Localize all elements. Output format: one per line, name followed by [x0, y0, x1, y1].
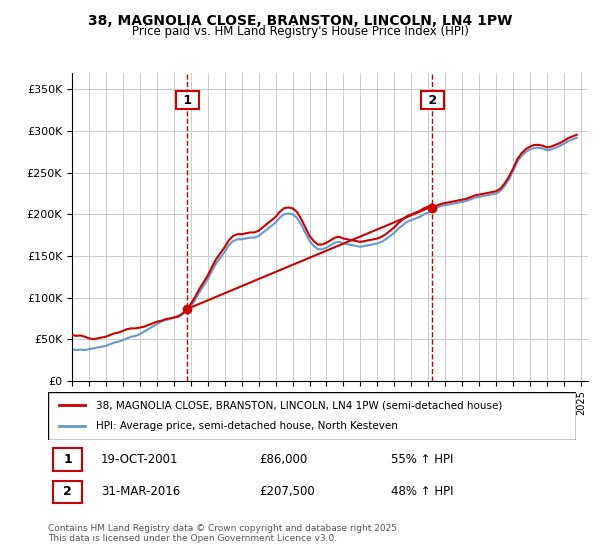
Text: 1: 1 [63, 453, 72, 466]
Text: 48% ↑ HPI: 48% ↑ HPI [391, 486, 454, 498]
Text: Price paid vs. HM Land Registry's House Price Index (HPI): Price paid vs. HM Land Registry's House … [131, 25, 469, 38]
Text: 19-OCT-2001: 19-OCT-2001 [101, 453, 178, 466]
Text: 55% ↑ HPI: 55% ↑ HPI [391, 453, 454, 466]
Text: 38, MAGNOLIA CLOSE, BRANSTON, LINCOLN, LN4 1PW (semi-detached house): 38, MAGNOLIA CLOSE, BRANSTON, LINCOLN, L… [95, 400, 502, 410]
Text: 2: 2 [63, 486, 72, 498]
Text: £86,000: £86,000 [259, 453, 307, 466]
Text: 2: 2 [424, 94, 441, 106]
Text: 38, MAGNOLIA CLOSE, BRANSTON, LINCOLN, LN4 1PW: 38, MAGNOLIA CLOSE, BRANSTON, LINCOLN, L… [88, 14, 512, 28]
Text: £207,500: £207,500 [259, 486, 315, 498]
FancyBboxPatch shape [48, 392, 576, 440]
Text: 31-MAR-2016: 31-MAR-2016 [101, 486, 180, 498]
Text: 1: 1 [179, 94, 196, 106]
Text: HPI: Average price, semi-detached house, North Kesteven: HPI: Average price, semi-detached house,… [95, 421, 397, 431]
FancyBboxPatch shape [53, 480, 82, 503]
Text: Contains HM Land Registry data © Crown copyright and database right 2025.
This d: Contains HM Land Registry data © Crown c… [48, 524, 400, 543]
FancyBboxPatch shape [53, 449, 82, 471]
